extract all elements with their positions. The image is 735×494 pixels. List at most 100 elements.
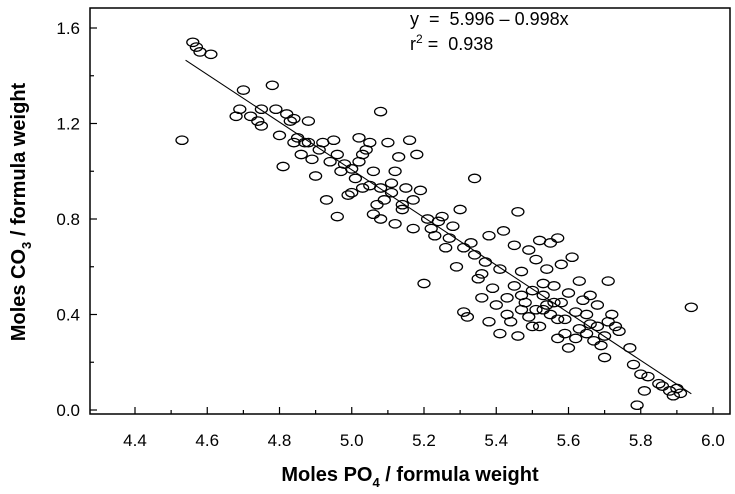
data-point: [587, 335, 601, 346]
data-point: [500, 309, 514, 320]
data-point: [475, 292, 489, 303]
y-tick-label: 0.8: [56, 210, 80, 229]
data-point: [243, 111, 258, 122]
data-point: [511, 331, 525, 341]
r-squared-label: r2 = 0.938: [410, 32, 493, 54]
r-squared-symbol: r: [410, 34, 416, 54]
data-point: [457, 242, 471, 253]
data-point: [460, 312, 475, 322]
data-point: [626, 359, 641, 370]
data-point: [384, 178, 399, 189]
data-point: [536, 290, 550, 301]
data-point: [583, 290, 597, 301]
y-tick-label: 1.2: [56, 115, 80, 134]
data-point: [551, 314, 565, 325]
data-point: [254, 121, 269, 131]
data-point: [522, 245, 536, 255]
data-point: [366, 166, 381, 177]
data-point: [569, 333, 583, 344]
data-point: [370, 199, 384, 210]
data-point: [579, 309, 594, 320]
y-axis-title-subscript: 3: [19, 242, 34, 249]
data-point: [608, 321, 623, 332]
data-point: [388, 166, 402, 177]
data-point: [583, 319, 597, 329]
data-point: [601, 276, 615, 286]
data-point: [377, 195, 391, 205]
data-point: [254, 104, 269, 115]
data-point: [276, 161, 290, 172]
data-point: [316, 137, 330, 148]
data-point: [175, 135, 189, 146]
data-point: [392, 152, 406, 162]
data-point: [641, 371, 655, 382]
data-point: [453, 204, 467, 215]
y-axis-title: Moles CO3 / formula weight: [8, 82, 34, 341]
data-point: [565, 252, 579, 263]
data-point: [355, 183, 370, 193]
data-point: [536, 304, 550, 315]
x-tick-label: 4.8: [268, 431, 292, 450]
data-point: [489, 300, 503, 310]
data-point: [561, 288, 576, 298]
data-point: [373, 214, 388, 224]
data-point: [319, 195, 334, 205]
x-axis-title: Moles PO4 / formula weight: [281, 464, 539, 490]
data-point: [265, 80, 279, 91]
data-points: [175, 37, 698, 411]
data-point: [363, 137, 377, 148]
data-point: [655, 381, 670, 391]
data-point: [540, 264, 554, 274]
data-point: [410, 149, 424, 160]
data-point: [652, 378, 666, 389]
data-point: [630, 400, 644, 411]
y-axis-title-main: Moles CO: [8, 249, 30, 341]
data-point: [457, 307, 471, 317]
data-point: [482, 230, 496, 241]
data-point: [558, 328, 572, 339]
data-point: [637, 386, 652, 396]
x-axis-title-subscript: 4: [373, 475, 381, 490]
data-point: [381, 137, 395, 148]
y-tick-label: 0.4: [56, 306, 80, 325]
data-point: [500, 292, 514, 303]
r-squared-exponent: 2: [416, 32, 423, 46]
y-axis-title-rest: / formula weight: [8, 82, 30, 241]
data-point: [283, 116, 297, 126]
y-axis-ticks: 0.0 0.4 0.8 1.2 1.6: [56, 19, 97, 420]
data-point: [475, 269, 489, 279]
data-point: [305, 154, 319, 165]
data-point: [612, 326, 626, 337]
data-point: [301, 137, 316, 148]
data-point: [594, 340, 608, 351]
data-point: [413, 185, 428, 196]
data-point: [558, 314, 572, 325]
data-point: [496, 226, 511, 236]
data-point: [189, 42, 204, 52]
data-point: [576, 295, 590, 306]
data-point: [551, 233, 565, 243]
data-point: [417, 278, 431, 289]
data-point: [345, 187, 359, 198]
data-point: [673, 388, 688, 399]
data-point: [301, 116, 316, 126]
data-point: [551, 333, 565, 344]
data-point: [540, 300, 554, 310]
data-point: [355, 149, 370, 160]
data-point: [327, 135, 341, 146]
data-point: [467, 249, 482, 260]
data-point: [554, 297, 568, 308]
data-point: [543, 238, 558, 248]
x-tick-label: 6.0: [701, 431, 725, 450]
data-point: [330, 149, 344, 160]
data-point: [532, 321, 547, 332]
data-point: [269, 104, 283, 115]
data-point: [634, 369, 648, 380]
data-point: [402, 135, 417, 146]
data-point: [572, 323, 586, 334]
regression-line: [185, 59, 692, 395]
data-point: [605, 309, 619, 320]
data-point: [373, 106, 388, 117]
data-point: [579, 328, 594, 339]
